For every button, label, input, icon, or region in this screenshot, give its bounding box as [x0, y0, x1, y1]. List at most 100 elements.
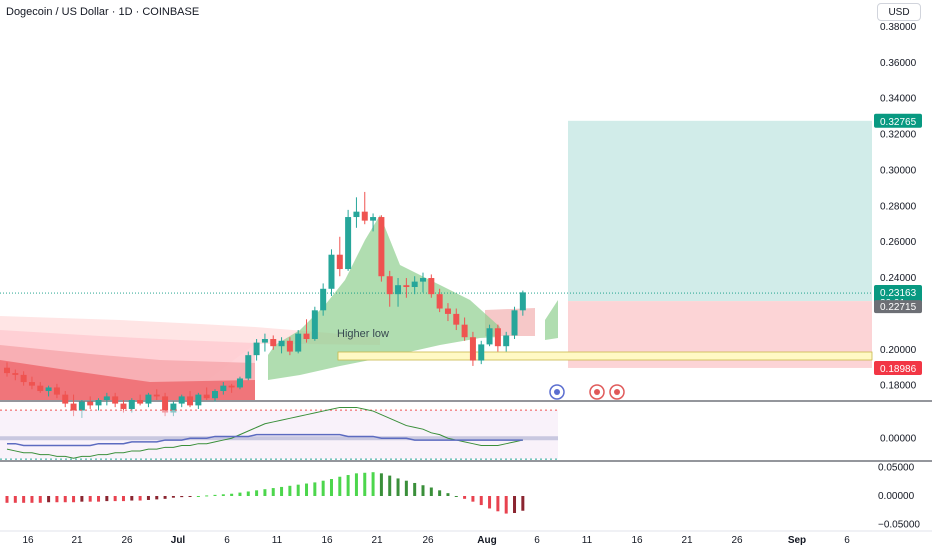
histogram-bar	[113, 496, 117, 502]
candle-body	[494, 328, 501, 347]
histogram-bar	[138, 496, 142, 501]
histogram-bar	[13, 496, 17, 503]
histogram-bar	[130, 496, 134, 501]
candle-body	[345, 217, 352, 270]
candle-body	[253, 342, 260, 356]
histogram-bar	[363, 472, 367, 496]
histogram-bar	[213, 494, 217, 496]
trend-area	[268, 215, 500, 380]
histogram-bar	[379, 473, 383, 496]
candle-body	[187, 396, 194, 406]
candle-body	[87, 401, 94, 406]
histogram-bar	[121, 496, 125, 502]
candle-body	[4, 367, 10, 374]
candle-body	[469, 337, 476, 361]
histogram-bar	[22, 496, 26, 503]
histogram-bar	[521, 496, 525, 511]
histogram-bar	[88, 496, 92, 502]
time-tick-label: 26	[121, 535, 133, 546]
higher-low-annotation: Higher low	[337, 328, 389, 340]
histogram-bar	[479, 496, 483, 506]
histogram-bar	[471, 496, 475, 502]
time-tick-label: Aug	[477, 535, 496, 546]
hist-tick-label: 0.05000	[878, 463, 915, 474]
time-tick-label: 26	[422, 535, 434, 546]
histogram-bar	[296, 484, 300, 496]
histogram-bar	[280, 486, 284, 496]
candle-body	[428, 278, 435, 295]
histogram-bar	[5, 496, 9, 503]
histogram-bar	[238, 492, 242, 496]
histogram-bar	[255, 490, 259, 496]
candle-body	[236, 378, 243, 388]
candle-body	[478, 344, 485, 361]
price-tick-label: 0.20000	[880, 345, 917, 356]
candle-body	[178, 396, 185, 404]
histogram-bar	[313, 482, 317, 496]
time-tick-label: 21	[71, 535, 83, 546]
trend-area	[545, 300, 558, 340]
histogram-bar	[196, 496, 200, 497]
price-tick-label: 0.24000	[880, 273, 917, 284]
candle-body	[12, 373, 19, 375]
histogram-bar	[421, 485, 425, 496]
candle-body	[37, 385, 44, 392]
candle-body	[395, 285, 402, 295]
candle-body	[228, 385, 235, 388]
time-tick-label: 16	[631, 535, 643, 546]
chart-title: Dogecoin / US Dollar · 1D · COINBASE	[6, 6, 200, 18]
histogram-bar	[271, 488, 275, 496]
price-tag-stop	[874, 360, 922, 375]
candle-body	[503, 335, 510, 347]
target-zone	[568, 120, 872, 302]
ma-ribbon	[0, 360, 255, 400]
current-price-text: 0.23163	[880, 288, 917, 299]
candle-body	[411, 281, 418, 287]
time-tick-label: 6	[534, 535, 540, 546]
price-tick-label: 0.18000	[880, 381, 917, 392]
lightning-icon-glyph	[554, 389, 560, 395]
histogram-bar	[105, 496, 109, 502]
candle-body	[420, 278, 426, 282]
candle-body	[320, 288, 327, 311]
histogram-bar	[321, 480, 325, 496]
candle-body	[511, 310, 518, 336]
osc-line	[6, 406, 523, 459]
candle-body	[361, 211, 368, 221]
candle-body	[295, 333, 302, 352]
candle-body	[311, 310, 318, 340]
histogram-bar	[97, 496, 101, 502]
candle-body	[444, 308, 451, 314]
time-tick-label: 21	[371, 535, 383, 546]
price-tick-label: 0.32000	[880, 130, 917, 141]
time-tick-label: 16	[321, 535, 333, 546]
histogram-bar	[38, 496, 42, 503]
histogram-bar	[463, 496, 467, 499]
price-tick-label: 0.38000	[880, 22, 917, 33]
histogram-bar	[72, 496, 76, 503]
candle-body	[486, 328, 493, 345]
candle-body	[453, 313, 460, 325]
candle-body	[261, 339, 268, 343]
histogram-bar	[30, 496, 34, 503]
candle-body	[370, 217, 377, 221]
candle-body	[62, 394, 69, 404]
time-tick-label: 6	[224, 535, 230, 546]
histogram-bar	[288, 485, 292, 496]
candle-body	[328, 254, 335, 289]
entry-price-text: 0.22715	[880, 302, 917, 313]
osc-line	[7, 433, 523, 447]
histogram-bar	[513, 496, 517, 513]
flag-icon-glyph	[594, 389, 600, 395]
flag-icon-glyph	[614, 389, 620, 395]
histogram-bar	[346, 475, 350, 496]
candle-body	[195, 394, 202, 406]
candle-body	[278, 340, 285, 347]
price-tick-label: 0.34000	[880, 94, 917, 105]
currency-button[interactable]: USD	[877, 3, 921, 21]
candle-body	[220, 385, 227, 392]
candle-body	[286, 340, 293, 352]
time-tick-label: 11	[582, 535, 593, 546]
candle-body	[461, 324, 468, 338]
candle-body	[378, 217, 385, 277]
